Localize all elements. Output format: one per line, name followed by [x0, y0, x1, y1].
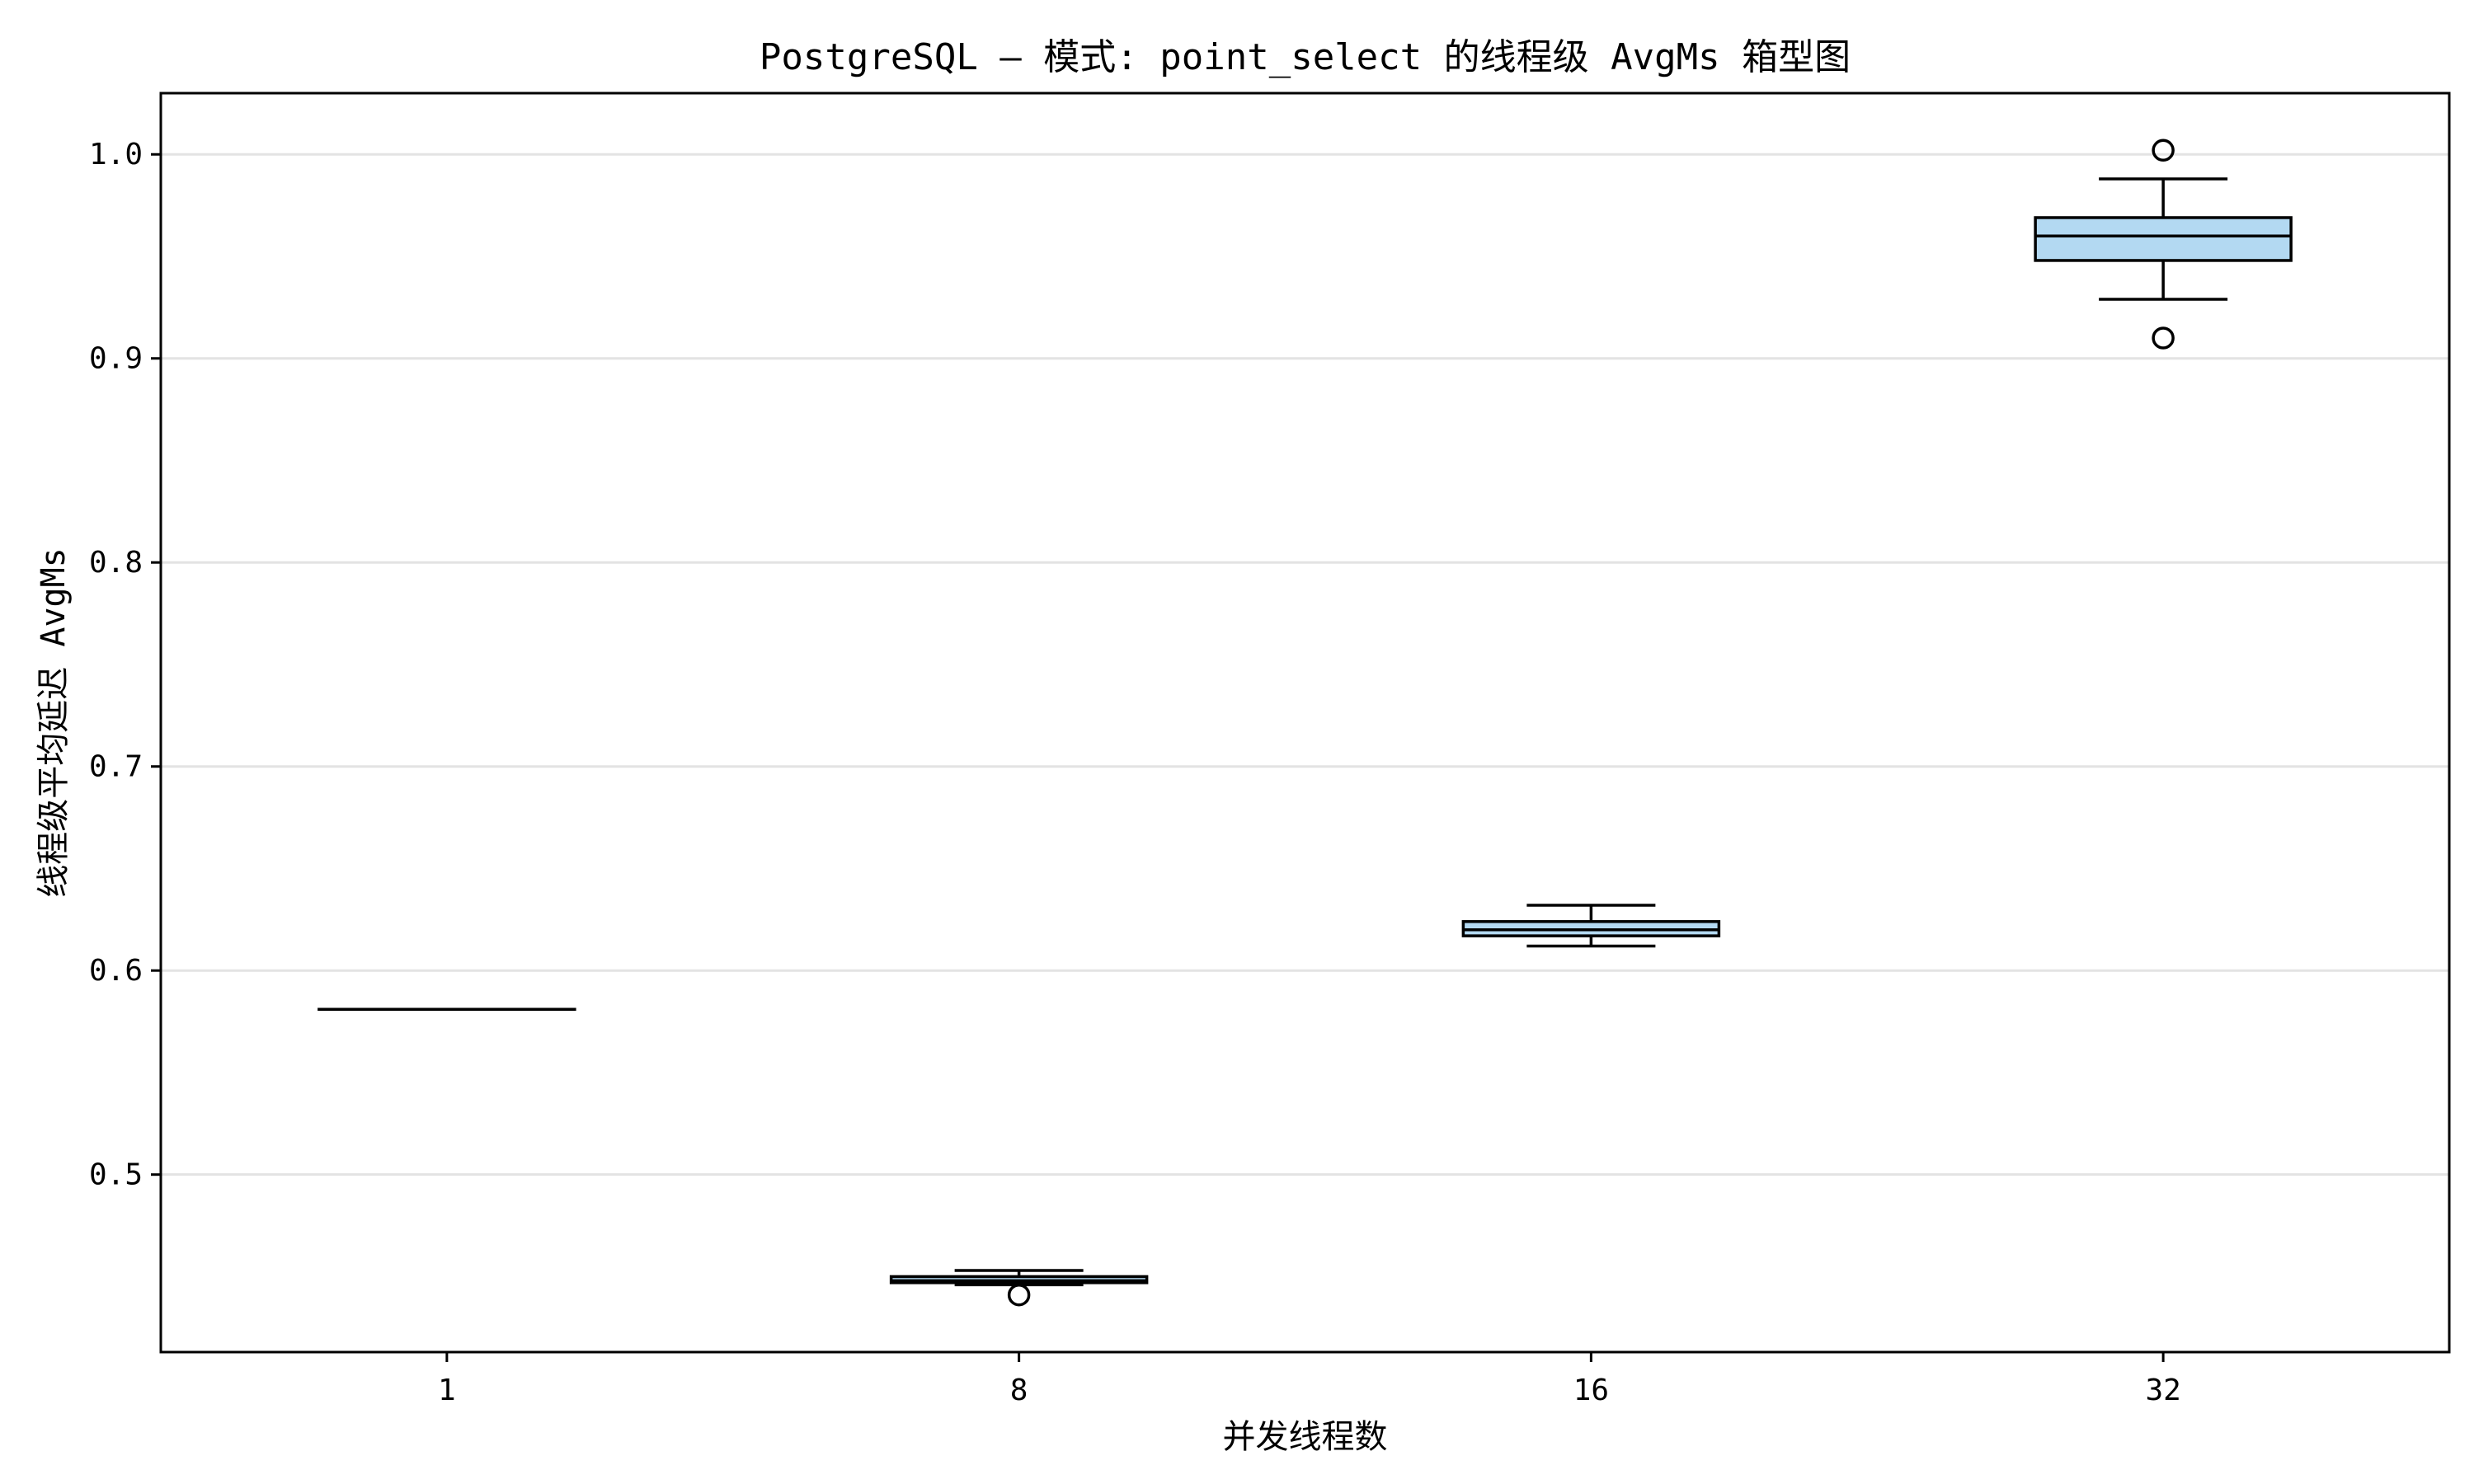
- y-axis-ticks: 0.5 0.6 0.7 0.8 0.9 1.0: [89, 138, 161, 1192]
- x-tick-label: 8: [1010, 1374, 1028, 1407]
- iqr-box: [2034, 216, 2293, 262]
- chart-title: PostgreSQL — 模式: point_select 的线程级 AvgMs…: [760, 36, 1851, 78]
- x-axis-ticks: 1 8 16 32: [438, 1352, 2181, 1407]
- x-tick-label: 1: [438, 1374, 456, 1407]
- y-tick-label: 1.0: [89, 138, 143, 171]
- x-axis-title: 并发线程数: [1223, 1418, 1388, 1456]
- y-axis-title: 线程级平均延迟 AvgMs: [35, 547, 73, 898]
- box-group-8: [889, 1269, 1149, 1307]
- x-tick-label: 32: [2145, 1374, 2180, 1407]
- grid-lines: [161, 153, 2449, 1176]
- plot-frame: [159, 92, 2451, 1354]
- x-tick-label: 16: [1573, 1374, 1609, 1407]
- y-tick-label: 0.5: [89, 1158, 143, 1192]
- box-group-32: [2034, 139, 2293, 350]
- outlier-point: [2152, 139, 2175, 162]
- y-tick-label: 0.9: [89, 342, 143, 376]
- y-tick-label: 0.8: [89, 546, 143, 580]
- outlier-point: [1007, 1283, 1031, 1307]
- box-group-16: [1461, 904, 1721, 948]
- y-tick-label: 0.6: [89, 954, 143, 988]
- box-plot-series: [317, 139, 2293, 1307]
- outlier-point: [2152, 326, 2175, 350]
- y-tick-label: 0.7: [89, 750, 143, 784]
